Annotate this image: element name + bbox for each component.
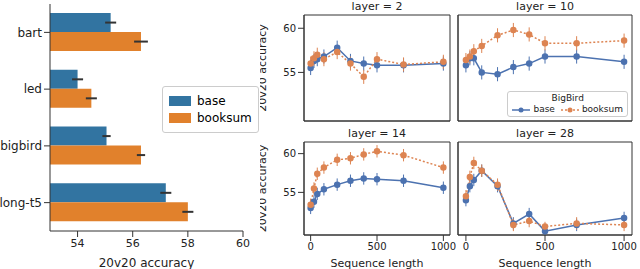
svg-text:60: 60 <box>236 237 250 250</box>
svg-text:500: 500 <box>535 241 554 252</box>
svg-text:Sequence length: Sequence length <box>331 257 424 269</box>
svg-text:long-t5: long-t5 <box>8 196 42 210</box>
svg-text:bart: bart <box>17 26 42 40</box>
html-text:booksum: booksum <box>581 104 623 114</box>
svg-text:60: 60 <box>283 148 296 159</box>
html-text:base: base <box>197 94 226 108</box>
svg-text:led: led <box>24 82 42 96</box>
svg-text:58: 58 <box>181 237 195 250</box>
svg-text:54: 54 <box>71 237 85 250</box>
svg-text:56: 56 <box>126 237 140 250</box>
svg-text:1000: 1000 <box>431 241 456 252</box>
svg-text:20v20 accuracy: 20v20 accuracy <box>260 24 269 112</box>
svg-text:55: 55 <box>283 187 296 198</box>
svg-text:1000: 1000 <box>611 241 632 252</box>
svg-text:20v20 accuracy: 20v20 accuracy <box>260 144 269 232</box>
html-text:booksum: booksum <box>197 111 252 125</box>
svg-text:55: 55 <box>283 67 296 78</box>
html-text:layer = 14: layer = 14 <box>348 127 406 140</box>
html-text:layer = 10: layer = 10 <box>516 0 574 13</box>
svg-text:60: 60 <box>283 23 296 34</box>
html-text:layer = 28: layer = 28 <box>516 127 574 140</box>
html-text:BigBird: BigBird <box>551 93 584 103</box>
svg-text:0: 0 <box>463 241 469 252</box>
svg-text:bigbird: bigbird <box>8 139 42 153</box>
svg-text:0: 0 <box>307 241 313 252</box>
html-text:base: base <box>533 104 555 114</box>
svg-text:20v20 accuracy: 20v20 accuracy <box>99 256 195 269</box>
svg-text:500: 500 <box>367 241 386 252</box>
svg-text:Sequence length: Sequence length <box>499 257 592 269</box>
html-text:layer = 2: layer = 2 <box>351 0 403 13</box>
